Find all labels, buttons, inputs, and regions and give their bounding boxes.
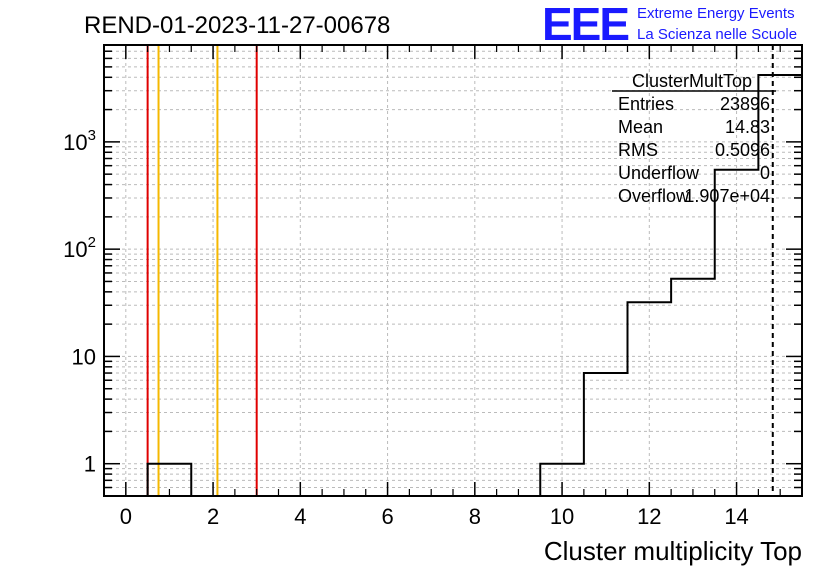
stats-value: 14.83: [725, 117, 770, 137]
x-axis-label: Cluster multiplicity Top: [544, 536, 802, 566]
stats-box: ClusterMultTop Entries 23896 Mean 14.83 RMS 0…: [612, 71, 776, 206]
x-axis: 0 2 4 6 8 10 12 14: [120, 45, 803, 529]
stats-value: 0: [760, 163, 770, 183]
histogram-bin: [584, 373, 628, 496]
grid-lines: [104, 44, 802, 497]
x-tick-label: 6: [381, 504, 393, 529]
eee-logo-text: EEE: [542, 0, 628, 50]
y-tick-label: 1: [84, 452, 96, 477]
page-title: REND-01-2023-11-27-00678: [84, 12, 390, 39]
y-tick-label: 103: [63, 127, 96, 155]
stats-value: 1.907e+04: [684, 186, 770, 206]
stats-value: 0.5096: [715, 140, 770, 160]
plot-frame: [103, 44, 803, 497]
x-tick-label: 14: [724, 504, 748, 529]
x-tick-label: 8: [469, 504, 481, 529]
stats-label: Entries: [618, 94, 674, 114]
x-tick-label: 0: [120, 504, 132, 529]
eee-logo-line2: La Scienza nelle Scuole: [637, 26, 797, 43]
histogram-bars: [104, 74, 802, 497]
histogram-outline: [104, 74, 802, 497]
stats-label: Underflow: [618, 163, 700, 183]
marker-lines: [146, 45, 774, 496]
stats-name: ClusterMultTop: [632, 71, 752, 91]
eee-logo: EEE Extreme Energy Events La Scienza nel…: [542, 0, 797, 50]
stats-label: Mean: [618, 117, 663, 137]
stats-value: 23896: [720, 94, 770, 114]
x-tick-label: 12: [637, 504, 661, 529]
y-axis: 1 10 102 103: [63, 44, 802, 497]
x-tick-label: 4: [294, 504, 306, 529]
histogram-bin: [758, 75, 802, 496]
x-tick-label: 2: [207, 504, 219, 529]
y-tick-label: 10: [72, 344, 96, 369]
y-tick-label: 102: [63, 234, 96, 262]
stats-label: Overflow: [618, 186, 690, 206]
x-tick-label: 10: [550, 504, 574, 529]
eee-logo-line1: Extreme Energy Events: [637, 5, 795, 22]
stats-rows: Entries 23896 Mean 14.83 RMS 0.5096 Underflow 0…: [618, 94, 770, 206]
stats-label: RMS: [618, 140, 658, 160]
